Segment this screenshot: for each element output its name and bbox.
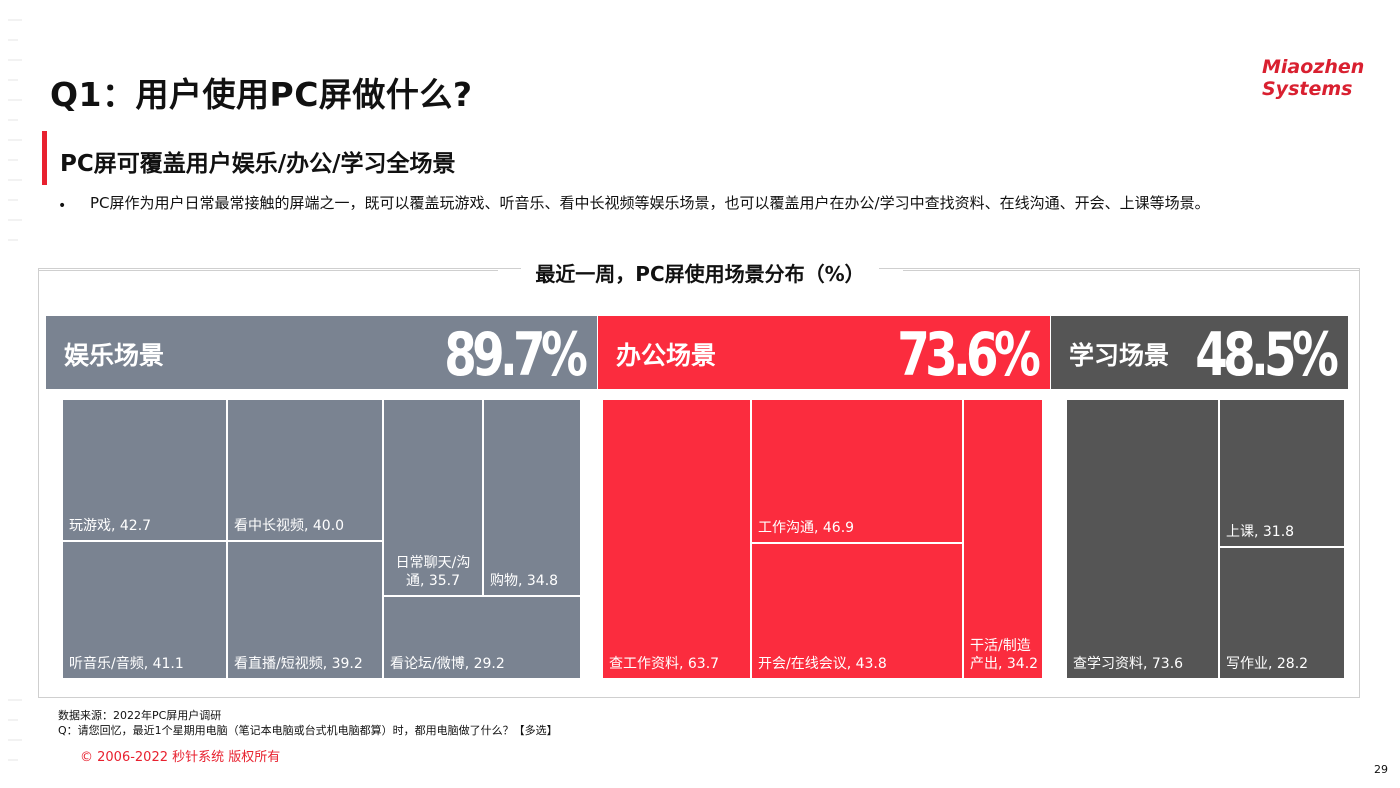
- decorative-ruler: [8, 19, 22, 761]
- page-number: 29: [1374, 763, 1388, 776]
- question-line: Q：请您回忆，最近1个星期用电脑（笔记本电脑或台式机电脑都算）时，都用电脑做了什…: [58, 724, 558, 737]
- group-name: 娱乐场景: [64, 341, 165, 370]
- bullet-text: PC屏作为用户日常最常接触的屏端之一，既可以覆盖玩游戏、听音乐、看中长视频等娱乐…: [90, 194, 1210, 212]
- treemap-tile: 查工作资料, 63.7: [602, 399, 751, 679]
- treemap-tile: 听音乐/音频, 41.1: [62, 541, 227, 679]
- tile-label: 看论坛/微博, 29.2: [390, 656, 505, 672]
- tile-label-line: 日常聊天/沟: [395, 555, 471, 571]
- tile-label: 看直播/短视频, 39.2: [234, 656, 363, 672]
- group-value: 48.5%: [1195, 320, 1339, 390]
- tile-label: 查工作资料, 63.7: [609, 656, 720, 672]
- treemap-tile: 查学习资料, 73.6: [1066, 399, 1219, 679]
- chart-title-rule-right: [903, 270, 1360, 271]
- logo-line-1: Miaozhen: [1262, 56, 1365, 78]
- page-title: Q1：用户使用PC屏做什么?: [50, 75, 473, 114]
- group-value: 73.6%: [897, 320, 1041, 390]
- treemap-tile: 写作业, 28.2: [1219, 547, 1345, 679]
- treemap-tile: 工作沟通, 46.9: [751, 399, 963, 543]
- tile-label: 查学习资料, 73.6: [1073, 656, 1184, 672]
- tile-label: 听音乐/音频, 41.1: [69, 656, 184, 672]
- tile-label: 开会/在线会议, 43.8: [758, 656, 887, 672]
- subtitle-accent-bar: [42, 131, 47, 185]
- chart-title-rule-left: [38, 270, 498, 271]
- treemap-tile: 看中长视频, 40.0: [227, 399, 383, 541]
- brand-logo: Miaozhen Systems: [1262, 56, 1365, 100]
- treemap-tile: 玩游戏, 42.7: [62, 399, 227, 541]
- group-header-office: 办公场景 73.6%: [598, 316, 1050, 390]
- treemap-tile: 看直播/短视频, 39.2: [227, 541, 383, 679]
- bullet-icon: •: [58, 198, 67, 214]
- tile-label: 玩游戏, 42.7: [69, 518, 152, 534]
- tile-label-line: 通, 35.7: [405, 573, 461, 589]
- tile-label-line: 干活/制造: [970, 638, 1031, 654]
- group-name: 学习场景: [1069, 341, 1170, 370]
- tile-label: 写作业, 28.2: [1226, 656, 1309, 672]
- tile-label: 工作沟通, 46.9: [758, 520, 855, 536]
- group-header-study: 学习场景 48.5%: [1051, 316, 1348, 390]
- treemap-tile: 上课, 31.8: [1219, 399, 1345, 547]
- logo-line-2: Systems: [1262, 78, 1353, 100]
- treemap-tile: 购物, 34.8: [483, 399, 581, 596]
- treemap-tile: 日常聊天/沟 通, 35.7: [383, 399, 483, 596]
- treemap-tile: 看论坛/微博, 29.2: [383, 596, 581, 679]
- tile-label: 看中长视频, 40.0: [234, 518, 345, 534]
- tile-label: 购物, 34.8: [490, 573, 559, 589]
- treemap-tile: 干活/制造产出, 34.2: [963, 399, 1043, 679]
- treemap-tile: 开会/在线会议, 43.8: [751, 543, 963, 679]
- group-value: 89.7%: [444, 320, 588, 390]
- group-header-entertainment: 娱乐场景 89.7%: [46, 316, 597, 390]
- source-line: 数据来源：2022年PC屏用户调研: [58, 709, 222, 722]
- tile-label: 日常聊天/沟 通, 35.7: [384, 554, 482, 590]
- section-subtitle: PC屏可覆盖用户娱乐/办公/学习全场景: [60, 151, 456, 177]
- copyright: © 2006-2022 秒针系统 版权所有: [80, 750, 281, 765]
- tile-label: 干活/制造产出, 34.2: [970, 637, 1038, 673]
- footnote: 数据来源：2022年PC屏用户调研 Q：请您回忆，最近1个星期用电脑（笔记本电脑…: [58, 708, 558, 738]
- tile-label-line: 产出, 34.2: [970, 656, 1039, 672]
- group-name: 办公场景: [616, 341, 717, 370]
- tile-label: 上课, 31.8: [1226, 524, 1295, 540]
